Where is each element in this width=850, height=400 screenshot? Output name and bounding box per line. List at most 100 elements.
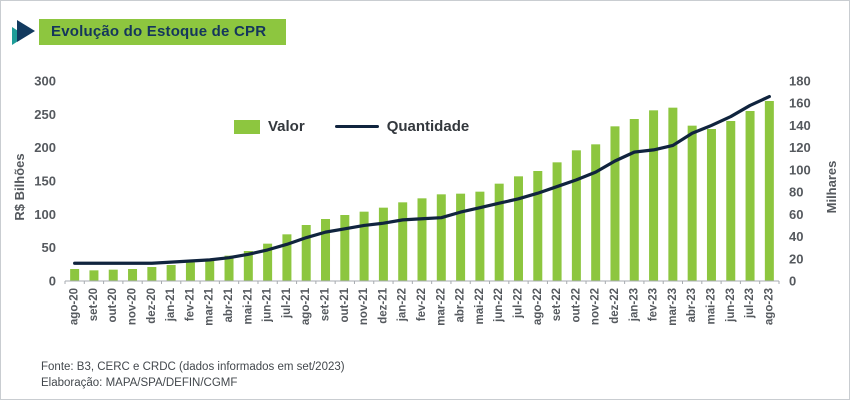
x-axis-month-label: jan-21	[165, 287, 177, 322]
valor-bar	[321, 219, 331, 281]
right-axis-tick: 0	[789, 274, 796, 289]
x-axis-month-label: jul-22	[512, 288, 524, 319]
right-axis-tick: 60	[789, 207, 803, 222]
x-axis-month-label: set-22	[551, 288, 563, 321]
right-axis-tick: 160	[789, 96, 811, 111]
quantidade-line-series	[73, 94, 771, 265]
valor-bar	[513, 176, 523, 281]
x-axis-month-label: mai-21	[242, 287, 254, 324]
x-axis-month-label: ago-23	[763, 288, 775, 325]
left-axis-tick: 50	[42, 240, 56, 255]
x-axis-month-label: abr-22	[455, 288, 467, 323]
valor-bar	[340, 215, 350, 281]
x-axis-month-label: mar-22	[435, 288, 447, 326]
x-axis-month-label: jun-22	[493, 288, 505, 323]
x-axis-month-label: mai-23	[705, 288, 717, 324]
quantidade-legend-label: Quantidade	[386, 118, 470, 135]
valor-bar	[764, 101, 774, 281]
valor-bar	[726, 121, 736, 281]
x-axis-month-label: dez-20	[146, 288, 158, 324]
valor-bar	[166, 265, 176, 281]
x-axis-month-label: nov-20	[127, 288, 139, 325]
valor-bar	[70, 269, 80, 281]
page-title: Evolução do Estoque de CPR	[39, 19, 287, 45]
valor-bar	[224, 255, 234, 281]
chart-header: Evolução do Estoque de CPR	[11, 17, 287, 47]
right-axis-tick: 180	[789, 74, 811, 89]
x-axis-month-label: ago-20	[69, 288, 81, 325]
x-axis-month-label: jul-21	[281, 287, 293, 319]
x-axis-month-label: mar-21	[204, 287, 216, 325]
valor-swatch-icon	[234, 119, 260, 134]
x-axis-month-label: dez-21	[377, 287, 389, 323]
x-axis-month-label: fev-23	[648, 288, 660, 321]
valor-bar	[533, 171, 543, 281]
x-axis-month-label: out-20	[107, 288, 119, 323]
valor-bar	[745, 111, 755, 281]
x-axis-month-label: out-21	[339, 287, 351, 322]
x-axis-month-label: fev-22	[416, 288, 428, 321]
left-axis-tick: 200	[34, 140, 56, 155]
valor-bar	[687, 125, 697, 282]
x-axis-month-label: jan-23	[628, 288, 640, 322]
valor-bar	[571, 150, 581, 281]
valor-bar	[128, 269, 138, 281]
left-axis-tick: 250	[34, 107, 56, 122]
x-axis-month-label: jun-21	[262, 287, 274, 322]
valor-bar	[89, 270, 99, 281]
left-axis-tick: 100	[34, 207, 56, 222]
x-axis-month-label: mai-22	[474, 288, 486, 324]
valor-bar	[706, 129, 716, 281]
axes: 0 50 100 150 200 250 300 0 20 40 60 80 100 120 140 160 1…	[34, 74, 810, 326]
x-axis-month-label: fev-21	[184, 287, 196, 321]
x-axis-month-label: abr-21	[223, 287, 235, 322]
chart-legend: Valor Quantidade	[234, 118, 469, 135]
x-axis-month-label: nov-21	[358, 287, 370, 325]
valor-bar	[398, 202, 408, 281]
x-axis-month-label: out-22	[570, 288, 582, 323]
x-axis-month-label: mar-23	[667, 288, 679, 326]
x-axis-month-label: dez-22	[609, 288, 621, 324]
valor-bars-series	[70, 101, 774, 282]
valor-bar	[147, 267, 157, 281]
valor-bar	[108, 269, 118, 281]
quantidade-line	[73, 94, 771, 265]
x-axis-month-label: jun-23	[725, 288, 737, 323]
valor-bar	[185, 262, 195, 281]
x-axis-month-label: set-20	[88, 288, 100, 321]
valor-legend-label: Valor	[268, 118, 305, 135]
x-axis-month-label: nov-22	[590, 288, 602, 325]
valor-bar	[494, 183, 504, 281]
valor-bar	[205, 259, 215, 281]
right-axis-tick: 40	[789, 229, 803, 244]
valor-bar	[436, 194, 446, 281]
right-axis-tick: 80	[789, 185, 803, 200]
source-line: Fonte: B3, CERC e CRDC (dados informados…	[41, 360, 345, 373]
valor-bar	[456, 193, 466, 281]
left-axis-tick: 300	[34, 74, 56, 89]
right-axis-tick: 120	[789, 140, 811, 155]
valor-bar	[475, 191, 485, 281]
elaboration-line: Elaboração: MAPA/SPA/DEFIN/CGMF	[41, 376, 238, 389]
x-axis-month-label: jul-23	[744, 288, 756, 319]
right-axis-tick: 100	[789, 162, 811, 177]
valor-bar	[668, 107, 678, 281]
x-axis-month-label: jan-22	[397, 288, 409, 322]
valor-bar	[378, 207, 388, 281]
left-axis-tick: 0	[49, 274, 56, 289]
right-axis-tick: 140	[789, 118, 811, 133]
x-axis-month-label: ago-22	[532, 288, 544, 325]
legend-item-quantidade: Quantidade	[334, 118, 470, 135]
valor-bar	[610, 126, 620, 281]
right-axis-tick: 20	[789, 251, 803, 266]
valor-bar	[649, 110, 659, 281]
arrow-icon	[11, 17, 41, 47]
valor-bar	[263, 243, 273, 281]
valor-bar	[243, 251, 253, 281]
valor-bar	[359, 211, 369, 281]
valor-bar	[301, 225, 311, 281]
cpr-stock-chart: 0 50 100 150 200 250 300 0 20 40 60 80 100 120 140 160 1…	[34, 74, 810, 326]
valor-bar	[417, 198, 427, 281]
valor-bar	[282, 234, 292, 281]
